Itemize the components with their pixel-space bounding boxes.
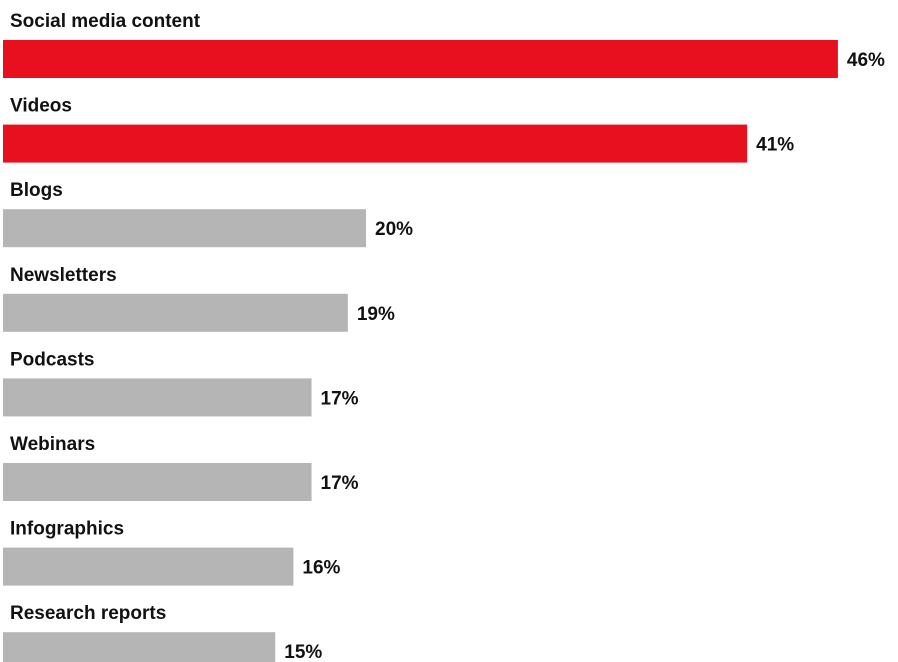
category-label: Social media content xyxy=(10,11,201,32)
category-label: Webinars xyxy=(10,434,95,455)
bar xyxy=(3,40,838,78)
category-label: Blogs xyxy=(10,180,63,201)
bar xyxy=(3,124,748,163)
value-label: 17% xyxy=(321,473,359,494)
value-label: 19% xyxy=(357,304,395,325)
bar xyxy=(3,378,312,417)
bar xyxy=(3,293,348,332)
category-label: Newsletters xyxy=(10,265,117,286)
value-label: 15% xyxy=(284,642,322,662)
value-label: 41% xyxy=(756,135,794,156)
category-label: Podcasts xyxy=(10,349,94,370)
category-label: Infographics xyxy=(10,519,124,540)
bar xyxy=(3,632,276,662)
bar xyxy=(3,209,366,248)
category-label: Videos xyxy=(10,96,72,117)
bar xyxy=(3,547,294,586)
category-label: Research reports xyxy=(10,603,166,624)
value-label: 46% xyxy=(847,50,885,71)
value-label: 20% xyxy=(375,219,413,240)
value-label: 17% xyxy=(321,388,359,409)
value-label: 16% xyxy=(302,558,340,579)
bar xyxy=(3,463,312,501)
